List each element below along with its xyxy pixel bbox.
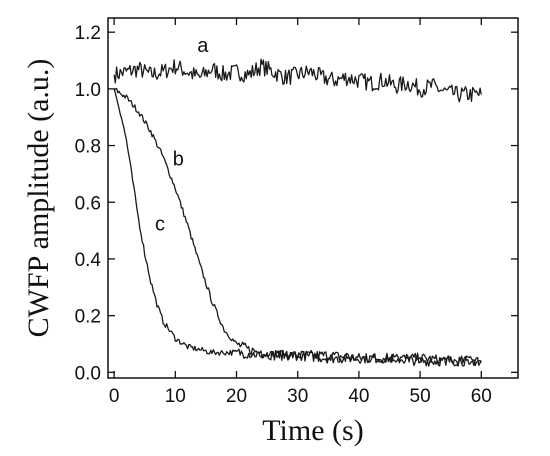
y-tick-label: 0.0 [75,363,101,384]
x-tick-label: 20 [226,386,247,407]
curve-label-a: a [197,35,209,57]
y-tick-label: 0.2 [75,307,101,328]
plot-frame [107,17,519,379]
annotation-layer: a b c [155,35,209,236]
x-axis-label: Time (s) [262,414,363,447]
series-line-2 [113,87,482,367]
x-tick-label: 30 [287,386,308,407]
x-tick-label: 60 [471,386,492,407]
y-tick-label: 0.4 [75,250,102,271]
tick-layer: 0 10 20 30 40 50 60 0.0 0.2 0.4 0.6 0.8 1.0 1.2 [75,18,518,407]
y-tick-label: 0.8 [75,137,101,158]
series-line-3 [113,88,482,367]
curve-label-b: b [173,148,184,170]
series-layer [113,58,482,367]
y-tick-label: 1.2 [75,23,101,44]
x-tick-label: 50 [410,386,431,407]
y-tick-label: 0.6 [75,193,101,214]
x-tick-label: 40 [348,386,369,407]
y-tick-label: 1.0 [75,80,101,101]
series-line-1 [113,58,482,103]
y-axis-label: CWFP amplitude (a.u.) [22,59,55,338]
x-tick-label: 0 [109,386,120,407]
x-tick-label: 10 [165,386,186,407]
curve-label-c: c [155,214,165,236]
